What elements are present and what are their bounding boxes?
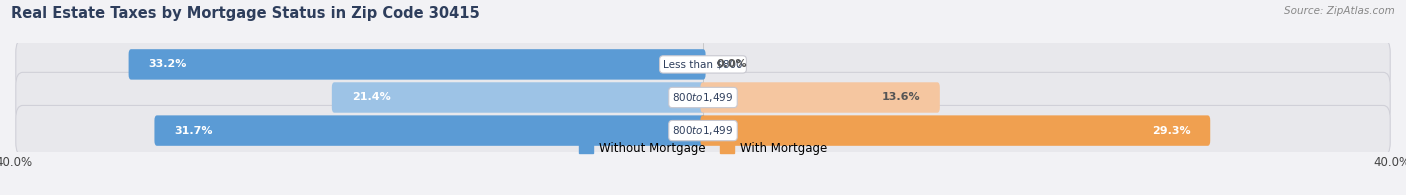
FancyBboxPatch shape: [332, 82, 706, 113]
Text: Source: ZipAtlas.com: Source: ZipAtlas.com: [1284, 6, 1395, 16]
Text: Real Estate Taxes by Mortgage Status in Zip Code 30415: Real Estate Taxes by Mortgage Status in …: [11, 6, 479, 21]
Text: 29.3%: 29.3%: [1152, 126, 1191, 136]
Text: 31.7%: 31.7%: [174, 126, 212, 136]
Text: 0.0%: 0.0%: [717, 59, 748, 69]
Text: Less than $800: Less than $800: [664, 59, 742, 69]
FancyBboxPatch shape: [128, 49, 706, 80]
Text: $800 to $1,499: $800 to $1,499: [672, 124, 734, 137]
FancyBboxPatch shape: [700, 82, 939, 113]
FancyBboxPatch shape: [15, 39, 1391, 90]
FancyBboxPatch shape: [15, 105, 1391, 156]
Text: $800 to $1,499: $800 to $1,499: [672, 91, 734, 104]
FancyBboxPatch shape: [15, 72, 1391, 123]
Text: 21.4%: 21.4%: [352, 92, 391, 103]
Text: 33.2%: 33.2%: [149, 59, 187, 69]
FancyBboxPatch shape: [700, 115, 1211, 146]
Text: 13.6%: 13.6%: [882, 92, 920, 103]
Legend: Without Mortgage, With Mortgage: Without Mortgage, With Mortgage: [579, 142, 827, 155]
FancyBboxPatch shape: [155, 115, 706, 146]
